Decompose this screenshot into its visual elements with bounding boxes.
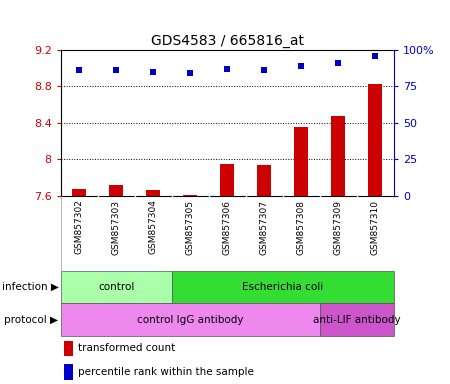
- Bar: [331, 116, 345, 196]
- Text: anti-LIF antibody: anti-LIF antibody: [313, 314, 400, 325]
- Text: transformed count: transformed count: [78, 343, 176, 353]
- Bar: [64, 341, 73, 356]
- Bar: [146, 190, 160, 196]
- Bar: [172, 271, 394, 303]
- Bar: [61, 303, 320, 336]
- Bar: [257, 165, 271, 196]
- Text: GSM857309: GSM857309: [334, 200, 343, 255]
- Bar: [368, 84, 382, 196]
- Text: control IgG antibody: control IgG antibody: [137, 314, 243, 325]
- Text: Escherichia coli: Escherichia coli: [242, 282, 324, 292]
- Bar: [109, 185, 123, 196]
- Text: protocol ▶: protocol ▶: [4, 314, 59, 325]
- Text: infection ▶: infection ▶: [2, 282, 58, 292]
- Text: GSM857310: GSM857310: [371, 200, 380, 255]
- Text: percentile rank within the sample: percentile rank within the sample: [78, 367, 254, 377]
- Text: control: control: [98, 282, 135, 292]
- Bar: [183, 195, 197, 196]
- Bar: [320, 303, 394, 336]
- Title: GDS4583 / 665816_at: GDS4583 / 665816_at: [151, 33, 304, 48]
- Bar: [61, 271, 172, 303]
- Text: GSM857306: GSM857306: [223, 200, 232, 255]
- Text: GSM857305: GSM857305: [186, 200, 195, 255]
- Text: GSM857302: GSM857302: [75, 200, 84, 255]
- Text: GSM857308: GSM857308: [297, 200, 306, 255]
- Bar: [72, 189, 86, 196]
- Bar: [220, 164, 234, 196]
- Bar: [64, 364, 73, 380]
- Bar: [294, 127, 308, 196]
- Text: GSM857304: GSM857304: [149, 200, 158, 255]
- Text: GSM857307: GSM857307: [260, 200, 269, 255]
- Text: GSM857303: GSM857303: [112, 200, 121, 255]
